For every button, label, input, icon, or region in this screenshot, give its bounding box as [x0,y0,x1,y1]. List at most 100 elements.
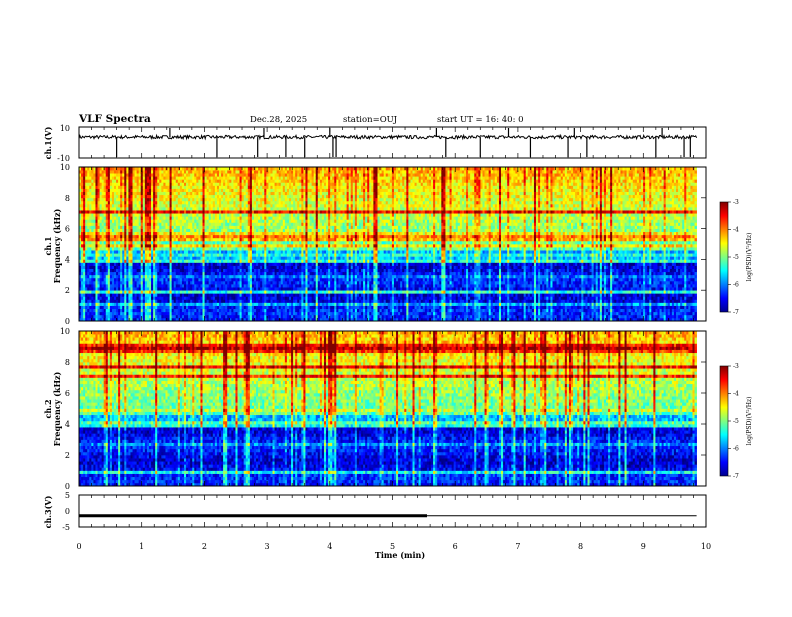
spectrogram-cell [91,238,93,241]
spectrogram-cell [135,185,137,188]
spectrogram-cell [200,222,202,225]
spectrogram-cell [277,259,279,262]
spectrogram-cell [262,189,264,192]
spectrogram-cell [262,170,264,173]
spectrogram-cell [98,235,100,238]
spectrogram-cell [227,284,229,287]
spectrogram-cell [190,198,192,201]
spectrogram-cell [266,226,268,229]
spectrogram-cell [110,306,112,309]
spectrogram-cell [168,189,170,192]
spectrogram-cell [217,256,219,259]
spectrogram-cell [87,287,89,290]
spectrogram-cell [124,213,126,216]
spectrogram-cell [192,259,194,262]
spectrogram-cell [238,201,240,204]
spectrogram-cell [106,315,108,318]
spectrogram-cell [145,299,147,302]
spectrogram-cell [163,303,165,306]
spectrogram-cell [270,216,272,219]
spectrogram-cell [252,281,254,284]
spectrogram-cell [256,216,258,219]
spectrogram-cell [87,189,89,192]
spectrogram-cell [165,182,167,185]
spectrogram-cell [143,315,145,318]
spectrogram-cell [139,303,141,306]
spectrogram-cell [270,303,272,306]
spectrogram-cell [126,173,128,176]
spectrogram-cell [256,259,258,262]
spectrogram-cell [221,170,223,173]
spectrogram-cell [163,299,165,302]
spectrogram-cell [124,259,126,262]
spectrogram-cell [98,287,100,290]
spectrogram-cell [174,195,176,198]
spectrogram-cell [198,182,200,185]
spectrogram-cell [155,179,157,182]
spectrogram-cell [250,244,252,247]
spectrogram-cell [217,241,219,244]
spectrogram-cell [211,256,213,259]
spectrogram-cell [176,299,178,302]
spectrogram-cell [100,244,102,247]
spectrogram-cell [217,278,219,281]
spectrogram-cell [108,241,110,244]
spectrogram-cell [118,232,120,235]
spectrogram-cell [137,247,139,250]
spectrogram-cell [161,232,163,235]
spectrogram-cell [122,269,124,272]
spectrogram-cell [233,284,235,287]
spectrogram-cell [250,278,252,281]
spectrogram-cell [91,192,93,195]
spectrogram-cell [186,293,188,296]
spectrogram-cell [114,238,116,241]
spectrogram-cell [254,296,256,299]
spectrogram-cell [258,309,260,312]
spectrogram-cell [231,244,233,247]
spectrogram-cell [176,315,178,318]
spectrogram-cell [211,192,213,195]
spectrogram-cell [248,278,250,281]
spectrogram-cell [83,256,85,259]
spectrogram-cell [246,213,248,216]
spectrogram-cell [93,192,95,195]
spectrogram-cell [178,210,180,213]
spectrogram-cell [223,256,225,259]
spectrogram-cell [231,179,233,182]
spectrogram-cell [268,309,270,312]
spectrogram-cell [168,241,170,244]
spectrogram-cell [215,204,217,207]
spectrogram-cell [104,207,106,210]
spectrogram-cell [118,272,120,275]
spectrogram-cell [81,256,83,259]
spectrogram-cell [81,293,83,296]
spectrogram-cell [254,207,256,210]
spectrogram-cell [114,272,116,275]
spectrogram-cell [200,195,202,198]
spectrogram-cell [102,167,104,170]
spectrogram-cell [233,244,235,247]
spectrogram-cell [275,229,277,232]
spectrogram-cell [108,278,110,281]
spectrogram-cell [182,299,184,302]
spectrogram-cell [155,281,157,284]
spectrogram-cell [110,275,112,278]
spectrogram-cell [194,201,196,204]
spectrogram-cell [172,182,174,185]
spectrogram-cell [147,229,149,232]
spectrogram-cell [238,213,240,216]
spectrogram-cell [133,278,135,281]
spectrogram-cell [87,207,89,210]
spectrogram-cell [83,247,85,250]
spectrogram-cell [240,195,242,198]
spectrogram-cell [182,173,184,176]
spectrogram-cell [161,315,163,318]
spectrogram-cell [238,278,240,281]
spectrogram-cell [180,296,182,299]
spectrogram-cell [192,312,194,315]
spectrogram-cell [151,201,153,204]
spectrogram-cell [203,232,205,235]
spectrogram-cell [188,207,190,210]
spectrogram-cell [223,299,225,302]
spectrogram-cell [268,207,270,210]
